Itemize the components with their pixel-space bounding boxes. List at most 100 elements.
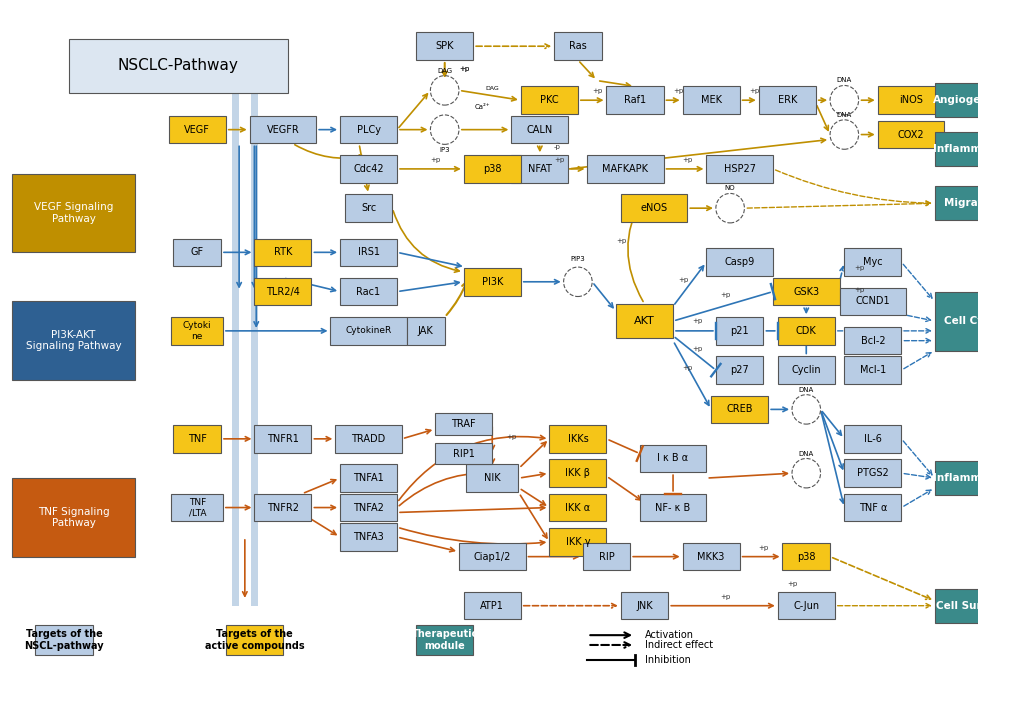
FancyBboxPatch shape xyxy=(782,543,829,571)
Text: p21: p21 xyxy=(730,326,748,336)
Text: p27: p27 xyxy=(730,365,748,375)
FancyBboxPatch shape xyxy=(933,132,1010,166)
Text: C-Jun: C-Jun xyxy=(793,601,818,611)
Text: TNF
/LTA: TNF /LTA xyxy=(189,498,206,517)
FancyBboxPatch shape xyxy=(335,425,401,453)
FancyBboxPatch shape xyxy=(549,425,606,453)
Text: IRS1: IRS1 xyxy=(358,247,379,257)
Text: +p: +p xyxy=(682,157,692,163)
FancyBboxPatch shape xyxy=(339,238,396,266)
Text: Activation: Activation xyxy=(644,630,693,640)
Text: CREB: CREB xyxy=(726,404,752,414)
Text: Raf1: Raf1 xyxy=(624,95,645,105)
Text: TNF Signaling
Pathway: TNF Signaling Pathway xyxy=(38,507,109,528)
Text: Inhibition: Inhibition xyxy=(644,655,690,665)
Text: IKK γ: IKK γ xyxy=(565,537,590,547)
Text: +p: +p xyxy=(553,157,564,163)
FancyBboxPatch shape xyxy=(933,186,1010,220)
Text: +p: +p xyxy=(853,265,863,271)
FancyBboxPatch shape xyxy=(11,478,136,557)
FancyBboxPatch shape xyxy=(511,155,568,183)
Text: TLR2/4: TLR2/4 xyxy=(266,287,300,297)
FancyBboxPatch shape xyxy=(407,317,444,345)
Text: Migration: Migration xyxy=(944,198,1001,208)
FancyBboxPatch shape xyxy=(776,592,834,620)
Text: Cdc42: Cdc42 xyxy=(353,164,383,174)
FancyBboxPatch shape xyxy=(876,121,944,149)
Text: CDK: CDK xyxy=(795,326,816,336)
FancyBboxPatch shape xyxy=(435,443,492,464)
FancyBboxPatch shape xyxy=(339,116,396,144)
FancyBboxPatch shape xyxy=(464,155,521,183)
Text: Therapeutic
module: Therapeutic module xyxy=(411,629,477,651)
FancyBboxPatch shape xyxy=(416,32,473,60)
Text: +p: +p xyxy=(615,238,626,243)
Text: TNF: TNF xyxy=(187,434,207,444)
Text: NIK: NIK xyxy=(483,473,500,483)
Text: NFAT: NFAT xyxy=(528,164,551,174)
Text: CCND1: CCND1 xyxy=(855,297,890,306)
FancyBboxPatch shape xyxy=(639,444,706,472)
FancyBboxPatch shape xyxy=(710,395,767,423)
Text: +p: +p xyxy=(719,594,731,600)
FancyBboxPatch shape xyxy=(606,86,663,114)
FancyBboxPatch shape xyxy=(776,317,834,345)
Text: Myc: Myc xyxy=(862,257,881,267)
FancyBboxPatch shape xyxy=(339,494,396,522)
Text: Cell Survival: Cell Survival xyxy=(935,601,1009,611)
Text: Rac1: Rac1 xyxy=(356,287,380,297)
Text: PTGS2: PTGS2 xyxy=(856,468,888,478)
FancyBboxPatch shape xyxy=(772,278,839,306)
Text: Bcl-2: Bcl-2 xyxy=(860,336,884,346)
Text: IKKs: IKKs xyxy=(567,434,588,444)
FancyBboxPatch shape xyxy=(466,464,518,492)
FancyBboxPatch shape xyxy=(225,625,282,655)
FancyBboxPatch shape xyxy=(587,155,663,183)
Text: MEK: MEK xyxy=(700,95,720,105)
Text: IP3: IP3 xyxy=(439,147,449,154)
FancyBboxPatch shape xyxy=(582,543,630,571)
Text: Casp9: Casp9 xyxy=(723,257,754,267)
Text: MKK3: MKK3 xyxy=(697,552,725,562)
Text: p38: p38 xyxy=(796,552,815,562)
FancyBboxPatch shape xyxy=(521,86,578,114)
FancyBboxPatch shape xyxy=(168,116,225,144)
FancyBboxPatch shape xyxy=(549,459,606,487)
Text: TRAF: TRAF xyxy=(451,419,476,429)
Text: COX2: COX2 xyxy=(897,130,923,139)
Text: DNA: DNA xyxy=(798,451,813,456)
Text: TNFA1: TNFA1 xyxy=(353,473,383,483)
Text: TNFR1: TNFR1 xyxy=(267,434,299,444)
FancyBboxPatch shape xyxy=(933,589,1010,623)
Text: TNFA2: TNFA2 xyxy=(353,503,383,512)
Text: Ca²⁺: Ca²⁺ xyxy=(475,104,490,110)
Text: Cyclin: Cyclin xyxy=(791,365,820,375)
Text: AKT: AKT xyxy=(634,316,654,326)
Text: Targets of the
active compounds: Targets of the active compounds xyxy=(205,629,304,651)
Text: IL-6: IL-6 xyxy=(863,434,881,444)
FancyBboxPatch shape xyxy=(511,116,568,144)
FancyBboxPatch shape xyxy=(706,248,772,276)
FancyBboxPatch shape xyxy=(933,461,1010,496)
Text: +p: +p xyxy=(787,581,797,587)
FancyBboxPatch shape xyxy=(715,356,762,384)
Text: ERK: ERK xyxy=(776,95,796,105)
Text: CALN: CALN xyxy=(526,125,552,135)
FancyBboxPatch shape xyxy=(844,248,901,276)
Text: +p: +p xyxy=(678,277,688,283)
Text: GF: GF xyxy=(191,247,204,257)
Text: IKK α: IKK α xyxy=(565,503,590,512)
FancyBboxPatch shape xyxy=(549,528,606,556)
Text: I κ B α: I κ B α xyxy=(657,454,688,463)
Text: +p: +p xyxy=(719,292,731,297)
Text: DNA: DNA xyxy=(836,112,851,118)
Text: +p: +p xyxy=(692,346,702,351)
Text: ATP1: ATP1 xyxy=(480,601,503,611)
Text: TRADD: TRADD xyxy=(352,434,385,444)
Text: +p: +p xyxy=(592,88,602,95)
FancyBboxPatch shape xyxy=(330,317,407,345)
Text: HSP27: HSP27 xyxy=(722,164,755,174)
FancyBboxPatch shape xyxy=(553,32,601,60)
FancyBboxPatch shape xyxy=(339,464,396,492)
FancyBboxPatch shape xyxy=(171,317,223,345)
